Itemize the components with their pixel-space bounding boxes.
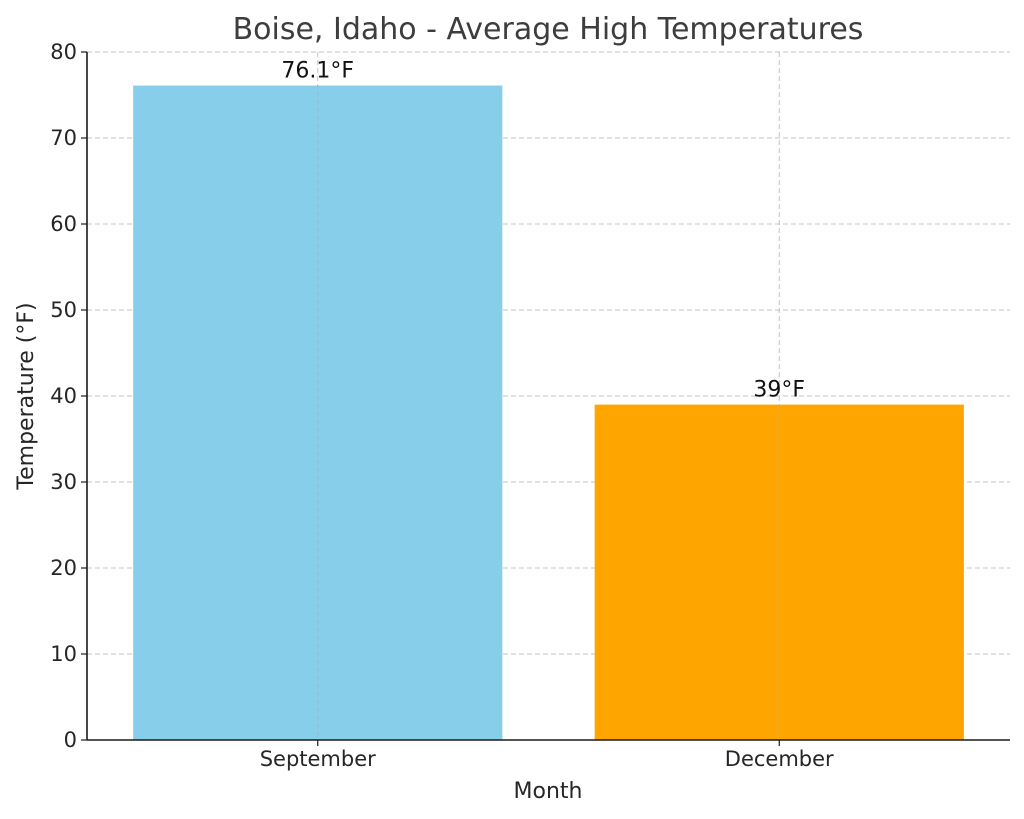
x-tick-label: September xyxy=(260,747,376,771)
y-tick-label: 10 xyxy=(50,642,77,666)
bars xyxy=(133,85,964,741)
bar-value-label: 39°F xyxy=(753,378,805,403)
labels: 0 10 20 30 40 50 60 70 80 76.1°F 39°F September Dece… xyxy=(50,40,834,771)
y-axis-label: Temperature (°F) xyxy=(14,302,39,490)
chart-title: Boise, Idaho - Average High Temperatures xyxy=(233,12,864,47)
axes xyxy=(81,51,1010,746)
y-tick-label: 30 xyxy=(50,470,77,494)
x-axis-label: Month xyxy=(514,779,583,804)
vertical-grid-lines xyxy=(317,52,780,740)
y-tick-label: 60 xyxy=(50,212,77,236)
bar-value-label: 76.1°F xyxy=(281,59,354,84)
y-tick-label: 70 xyxy=(50,126,77,150)
y-tick-label: 40 xyxy=(50,384,77,408)
y-tick-label: 20 xyxy=(50,556,77,580)
y-tick-label: 50 xyxy=(50,298,77,322)
x-tick-label: December xyxy=(725,747,834,771)
y-tick-label: 80 xyxy=(50,40,77,64)
y-tick-label: 0 xyxy=(64,728,77,752)
